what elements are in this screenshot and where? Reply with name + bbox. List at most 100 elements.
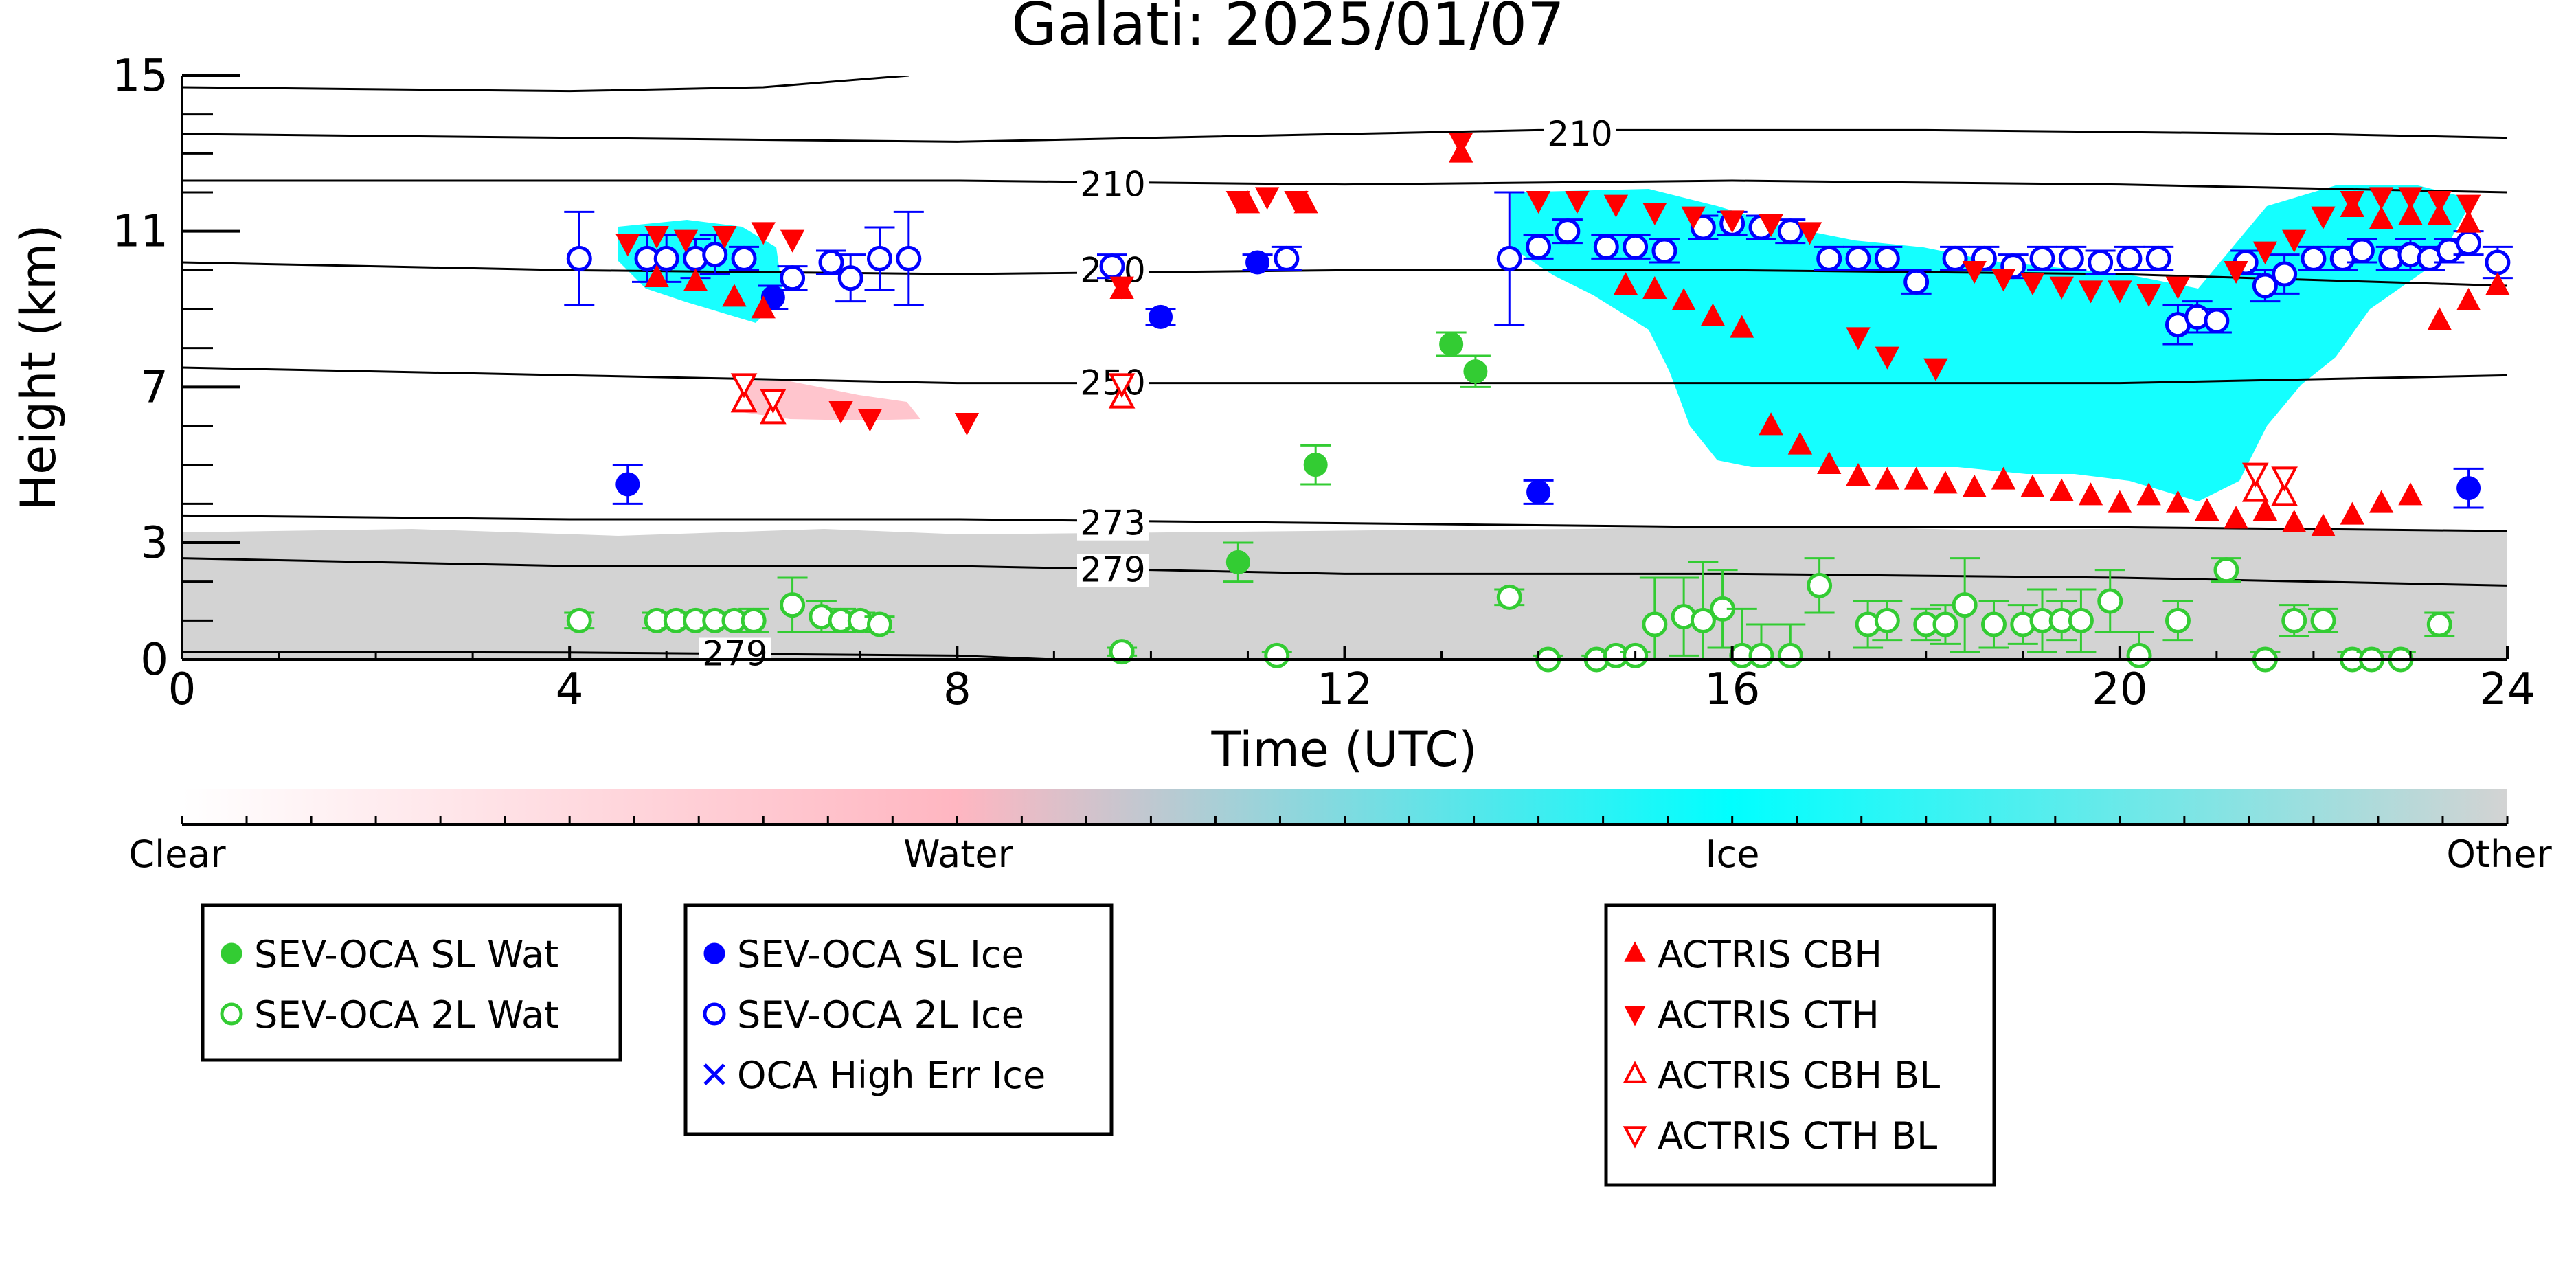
sev-oca-2l-ice-point (780, 265, 806, 291)
sev-oca-2l-ice-point (1623, 234, 1649, 260)
retrieval-markers (564, 133, 2513, 673)
sev-oca-2l-wat-point (780, 592, 806, 618)
actris-cbh-bl-point (730, 387, 758, 413)
legend-marker-sev-oca-sl-wat (221, 942, 242, 964)
sev-oca-2l-ice-point (1777, 218, 1803, 245)
legend-label-sev-oca-2l-ice: SEV-OCA 2L Ice (737, 993, 1024, 1037)
actris-cbh-point (751, 295, 776, 319)
sev-oca-2l-ice-point (1874, 245, 1900, 271)
sev-oca-2l-ice-point (1942, 245, 1968, 271)
actris-cth-point (954, 413, 980, 436)
actris-cth-point (673, 229, 699, 253)
actris-cth-point (857, 409, 883, 432)
actris-cth-bl-point (760, 389, 787, 414)
x-tick-label: 0 (168, 664, 196, 715)
sev-oca-2l-wat-point (2213, 557, 2239, 583)
colorbar-label-ice: Ice (1706, 833, 1760, 876)
sev-oca-2l-wat-point (566, 607, 592, 633)
y-tick-label: 3 (140, 518, 168, 569)
legend-marker-sev-oca-2l-ice (703, 1002, 726, 1026)
legend-marker-actris-cbh (1624, 941, 1646, 962)
contour-line (182, 179, 2507, 194)
x-tick-label: 12 (1317, 664, 1372, 715)
sev-oca-2l-wat-point (867, 611, 892, 637)
actris-cbh-point (2369, 490, 2394, 513)
legend-marker-oca-high-err-ice (703, 1063, 725, 1085)
contour-label: 279 (1080, 550, 1145, 590)
colorbar-label-clear: Clear (128, 833, 226, 876)
actris-cbh-point (2224, 506, 2248, 529)
actris-cbh-point (2049, 478, 2074, 501)
actris-cth-point (1681, 206, 1706, 229)
actris-cth-point (1526, 191, 1551, 214)
contour-label-bg (1077, 168, 1149, 202)
sev-oca-2l-wat-point (1109, 639, 1135, 665)
sev-oca-2l-wat-point (1777, 642, 1803, 668)
sev-oca-2l-ice-point (566, 245, 592, 271)
sev-oca-2l-ice-point (702, 242, 728, 268)
actris-cth-point (2224, 261, 2248, 284)
legend-label-actris-cbh: ACTRIS CBH (1658, 933, 1882, 976)
sev-oca-2l-ice-point (1526, 234, 1552, 260)
contour-label: 210 (1080, 165, 1145, 205)
actris-cth-bl-point (730, 373, 758, 398)
actris-cth-point (1449, 133, 1473, 156)
contour-label-bg (1077, 367, 1149, 400)
sev-oca-2l-ice-point (818, 249, 844, 275)
contour-label: 250 (1080, 363, 1145, 403)
actris-cbh-point (2252, 497, 2278, 521)
legend-marker-actris-cbh-bl (1623, 1061, 1647, 1083)
actris-cth-point (1923, 358, 1948, 381)
sev-oca-sl-ice-point (2456, 476, 2481, 501)
y-tick-label: 11 (113, 207, 168, 258)
sev-oca-2l-ice-point (2204, 308, 2230, 334)
contour-label-bg (1544, 118, 1616, 151)
legend-group: SEV-OCA SL Wat SEV-OCA 2L Wat SEV-OCA SL I… (201, 903, 1996, 1187)
sev-oca-2l-ice-point (2252, 273, 2278, 299)
actris-cth-point (1255, 187, 1280, 210)
actris-cbh-point (2311, 513, 2336, 536)
actris-cth-point (712, 226, 737, 249)
sev-oca-2l-ice-point (896, 245, 922, 271)
sev-oca-sl-ice-point (1245, 250, 1270, 275)
y-tick-label: 15 (113, 51, 168, 102)
sev-oca-2l-wat-point (741, 607, 767, 633)
sev-oca-2l-ice-point (1690, 214, 1716, 240)
actris-cth-point (2165, 276, 2191, 300)
sev-oca-2l-ice-point (1903, 269, 1930, 295)
actris-cbh-bl-point (2271, 481, 2298, 506)
sev-oca-2l-ice-point (2456, 230, 2482, 256)
sev-oca-2l-ice-point (2272, 261, 2298, 287)
sev-oca-sl-ice-point (1149, 304, 1173, 329)
contour-label: 273 (1080, 504, 1145, 543)
actris-cth-point (1962, 261, 1987, 284)
actris-cbh-point (2078, 482, 2103, 506)
legend-marker-sev-oca-sl-ice (703, 942, 725, 964)
actris-cbh-point (1817, 451, 1842, 474)
sev-oca-sl-ice-point (760, 285, 785, 310)
y-axis-ticks: 0 3 7 11 15 (113, 51, 240, 686)
legend-label-sev-oca-2l-wat: SEV-OCA 2L Wat (254, 993, 558, 1037)
actris-cth-point (2282, 229, 2307, 253)
contour-line (182, 128, 2507, 143)
sev-oca-sl-wat-point (1303, 453, 1328, 477)
ice-cloud-field-afternoon (1511, 185, 2473, 501)
actris-cbh-point (2136, 482, 2161, 506)
actris-cth-point (1720, 210, 1745, 234)
sev-oca-sl-wat-point (1439, 332, 1464, 357)
actris-cbh-point (1787, 431, 1813, 455)
contour-line (182, 514, 2507, 532)
sev-oca-sl-ice-point (1526, 479, 1551, 504)
sev-oca-2l-wat-point (2281, 607, 2307, 633)
sev-oca-2l-ice-point (2301, 245, 2327, 271)
contour-line (182, 76, 909, 93)
classification-colorbar: Clear Water Ice Other (128, 789, 2552, 876)
sev-oca-2l-ice-point (2349, 238, 2375, 264)
actris-cth-point (2049, 276, 2074, 300)
sev-oca-2l-wat-point (2068, 607, 2094, 633)
actris-cth-point (1109, 276, 1134, 300)
legend-marker-actris-cth (1624, 1006, 1646, 1026)
actris-cth-point (2427, 191, 2452, 214)
legend-box (201, 903, 622, 1062)
actris-cth-bl-point (2271, 466, 2298, 492)
